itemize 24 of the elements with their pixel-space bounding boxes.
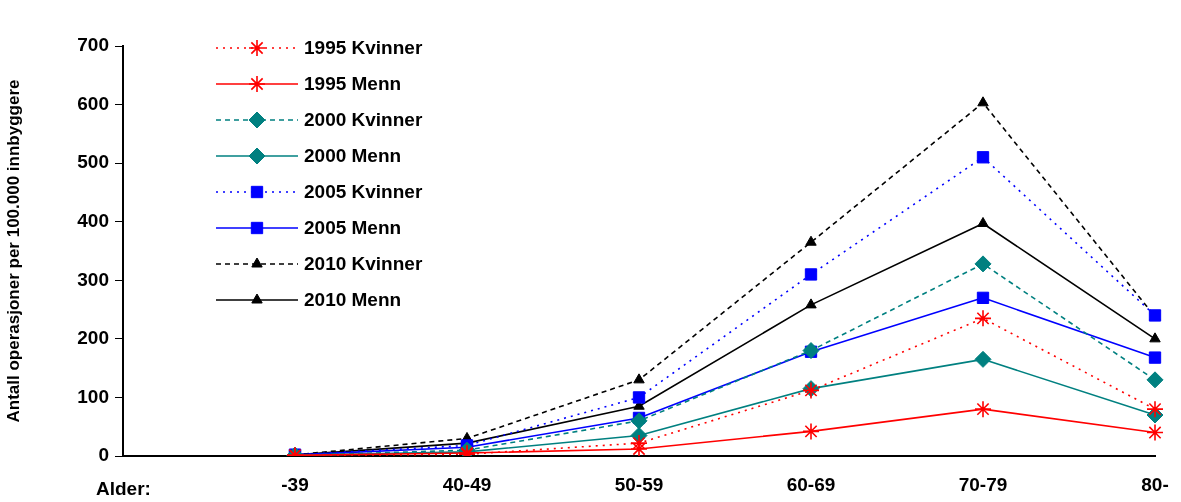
y-tick-label: 0: [98, 444, 109, 466]
legend-label: 2000 Menn: [304, 145, 402, 167]
x-tick-label: 80-: [1141, 473, 1169, 495]
legend-label: 2000 Kvinner: [304, 109, 423, 131]
legend-label: 2010 Menn: [304, 289, 402, 311]
x-axis-title: Alder:: [96, 478, 151, 500]
legend-label: 2010 Kvinner: [304, 253, 423, 275]
y-axis-title: Antall operasjoner per 100.000 innbyggere: [3, 79, 23, 423]
y-tick-label: 500: [77, 151, 109, 173]
x-tick-label: -39: [281, 473, 309, 495]
legend-label: 1995 Menn: [304, 73, 402, 95]
legend-label: 2005 Menn: [304, 217, 402, 239]
y-tick-label: 100: [77, 385, 109, 407]
x-tick-label: 40-49: [442, 473, 492, 495]
y-tick-label: 300: [77, 268, 109, 290]
y-tick-label: 200: [77, 327, 109, 349]
y-tick-label: 400: [77, 209, 109, 231]
x-tick-label: 50-59: [614, 473, 664, 495]
x-tick-label: 70-79: [958, 473, 1008, 495]
legend-label: 2005 Kvinner: [304, 181, 423, 203]
y-tick-label: 600: [77, 92, 109, 114]
legend-label: 1995 Kvinner: [304, 37, 423, 59]
x-tick-label: 60-69: [786, 473, 836, 495]
y-tick-label: 700: [77, 34, 109, 56]
